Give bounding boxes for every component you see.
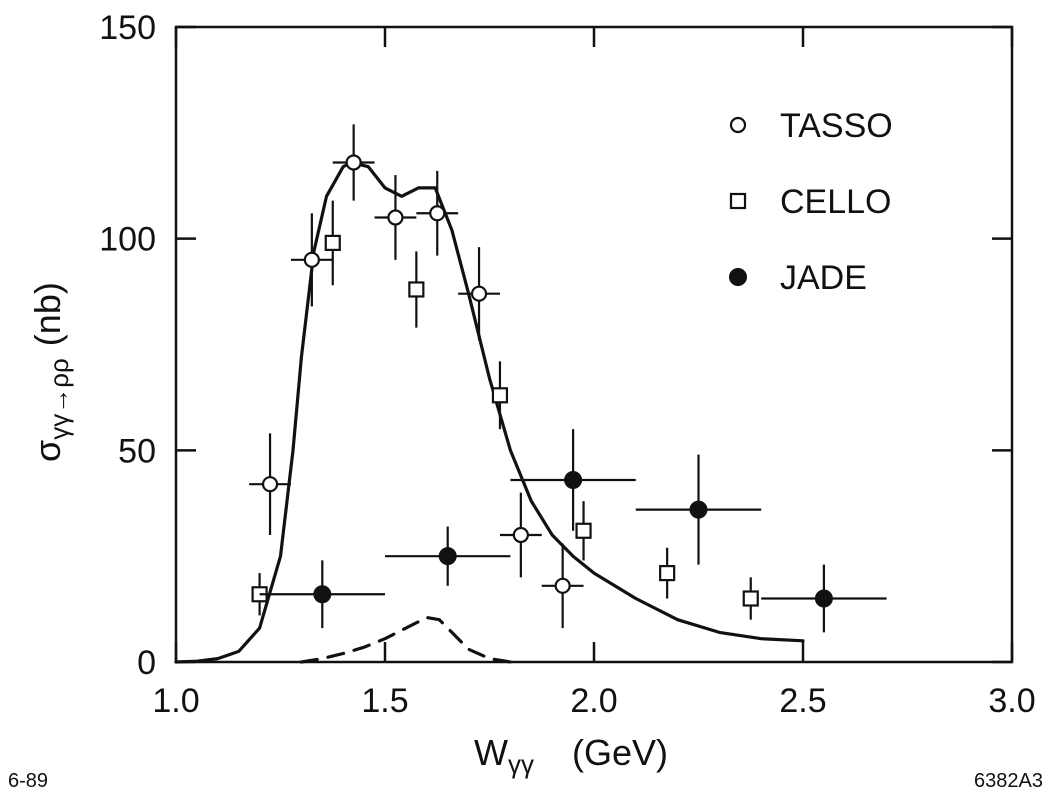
jade-marker bbox=[564, 470, 583, 489]
tasso-marker bbox=[261, 476, 279, 493]
y-tick-label: 150 bbox=[99, 9, 156, 47]
x-tick-label: 2.0 bbox=[570, 682, 617, 720]
tasso-marker bbox=[387, 209, 404, 226]
cello-point bbox=[491, 361, 509, 430]
cello-point bbox=[324, 200, 341, 286]
legend-item-cello: CELLO bbox=[729, 183, 892, 221]
cello-marker bbox=[324, 234, 341, 251]
legend: TASSO CELLO JADE bbox=[729, 107, 893, 297]
jade-marker bbox=[814, 589, 833, 608]
jade-point bbox=[761, 564, 887, 633]
legend-item-jade: JADE bbox=[729, 259, 867, 297]
fit-curve-solid bbox=[174, 160, 805, 664]
jade-marker bbox=[313, 585, 332, 604]
figure-id-note: 6382A3 bbox=[974, 770, 1043, 792]
tasso-point bbox=[541, 543, 584, 629]
jade-marker bbox=[438, 547, 457, 566]
tasso-point bbox=[499, 492, 542, 578]
tasso-marker bbox=[345, 154, 362, 171]
cello-point bbox=[408, 251, 425, 328]
jade-point bbox=[385, 526, 511, 586]
y-axis-title-sub: γγ→ρρ bbox=[44, 358, 74, 440]
tasso-point bbox=[249, 433, 291, 535]
x-axis-title: Wγγ (GeV) bbox=[474, 732, 668, 779]
x-axis-title-main: W bbox=[474, 732, 508, 773]
x-tick-label: 1.0 bbox=[152, 682, 199, 720]
jade-marker bbox=[689, 500, 708, 519]
tasso-point bbox=[374, 175, 417, 260]
background-curve-dashed bbox=[299, 615, 512, 664]
jade-point bbox=[635, 454, 762, 565]
x-tick-label: 1.5 bbox=[361, 682, 408, 720]
y-axis-title-main: σ bbox=[27, 440, 68, 462]
tasso-marker bbox=[554, 577, 571, 594]
y-tick-label: 50 bbox=[118, 432, 156, 470]
jade-point bbox=[259, 560, 385, 629]
cello-marker bbox=[575, 522, 592, 539]
legend-label: TASSO bbox=[780, 107, 893, 145]
tasso-marker bbox=[303, 251, 320, 268]
x-tick-label: 3.0 bbox=[988, 682, 1035, 720]
y-axis-title: σγγ→ρρ (nb) bbox=[27, 282, 74, 462]
fit-curves bbox=[174, 160, 805, 664]
tasso-point bbox=[332, 124, 375, 201]
legend-item-tasso: TASSO bbox=[729, 107, 893, 145]
legend-marker-jade bbox=[729, 268, 747, 286]
cello-point bbox=[742, 577, 759, 620]
cello-marker bbox=[659, 564, 676, 582]
data-points bbox=[249, 124, 887, 633]
cello-marker bbox=[491, 387, 509, 404]
tasso-marker bbox=[429, 205, 446, 222]
tasso-marker bbox=[470, 285, 488, 302]
x-tick-label: 2.5 bbox=[779, 682, 826, 720]
legend-marker-tasso bbox=[729, 116, 747, 134]
axis-ticks: 1.0 1.5 2.0 2.5 3.0 0 50 100 150 bbox=[99, 9, 1035, 720]
y-axis-title-unit: (nb) bbox=[27, 282, 68, 346]
tasso-point bbox=[416, 170, 459, 256]
y-tick-label: 100 bbox=[99, 221, 156, 259]
y-tick-label: 0 bbox=[137, 644, 156, 682]
legend-label: CELLO bbox=[780, 183, 892, 221]
legend-label: JADE bbox=[780, 259, 867, 297]
legend-marker-cello bbox=[729, 192, 747, 210]
tasso-marker bbox=[512, 526, 529, 544]
cello-point bbox=[575, 501, 592, 561]
cello-marker bbox=[742, 590, 759, 607]
tasso-point bbox=[290, 213, 333, 307]
cello-marker bbox=[408, 281, 425, 298]
x-axis-title-unit: (GeV) bbox=[572, 732, 668, 773]
cello-point bbox=[659, 547, 676, 599]
figure-date-note: 6-89 bbox=[8, 770, 48, 792]
x-axis-title-sub: γγ bbox=[508, 749, 534, 779]
jade-point bbox=[510, 429, 636, 531]
tasso-point bbox=[458, 247, 500, 341]
